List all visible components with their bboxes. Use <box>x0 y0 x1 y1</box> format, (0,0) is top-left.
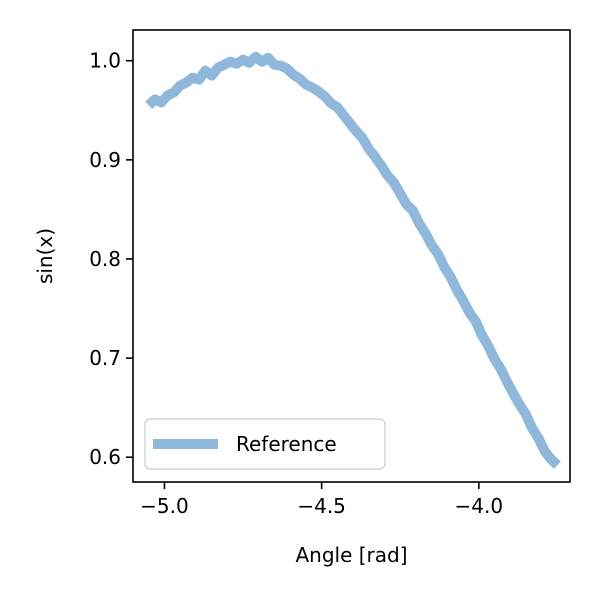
y-tick-label: 0.9 <box>89 148 121 172</box>
y-tick-label: 0.8 <box>89 247 121 271</box>
x-axis-label: Angle [rad] <box>295 543 407 567</box>
y-tick-label: 0.6 <box>89 445 121 469</box>
plot-frame <box>132 29 571 483</box>
legend-label-reference: Reference <box>236 432 337 456</box>
legend-box <box>144 418 386 470</box>
x-tick-label: −5.0 <box>140 494 189 518</box>
y-axis-ticks: 0.6 0.7 0.8 0.9 1.0 <box>89 49 133 469</box>
x-tick-label: −4.0 <box>455 494 504 518</box>
y-axis-label: sin(x) <box>33 228 57 284</box>
x-tick-label: −4.5 <box>297 494 346 518</box>
legend: Reference <box>144 418 386 470</box>
y-tick-label: 1.0 <box>89 49 121 73</box>
x-axis-ticks: −5.0 −4.5 −4.0 <box>140 482 503 518</box>
y-tick-label: 0.7 <box>89 346 121 370</box>
plot-area <box>145 51 561 469</box>
series-line-reference <box>145 51 561 469</box>
